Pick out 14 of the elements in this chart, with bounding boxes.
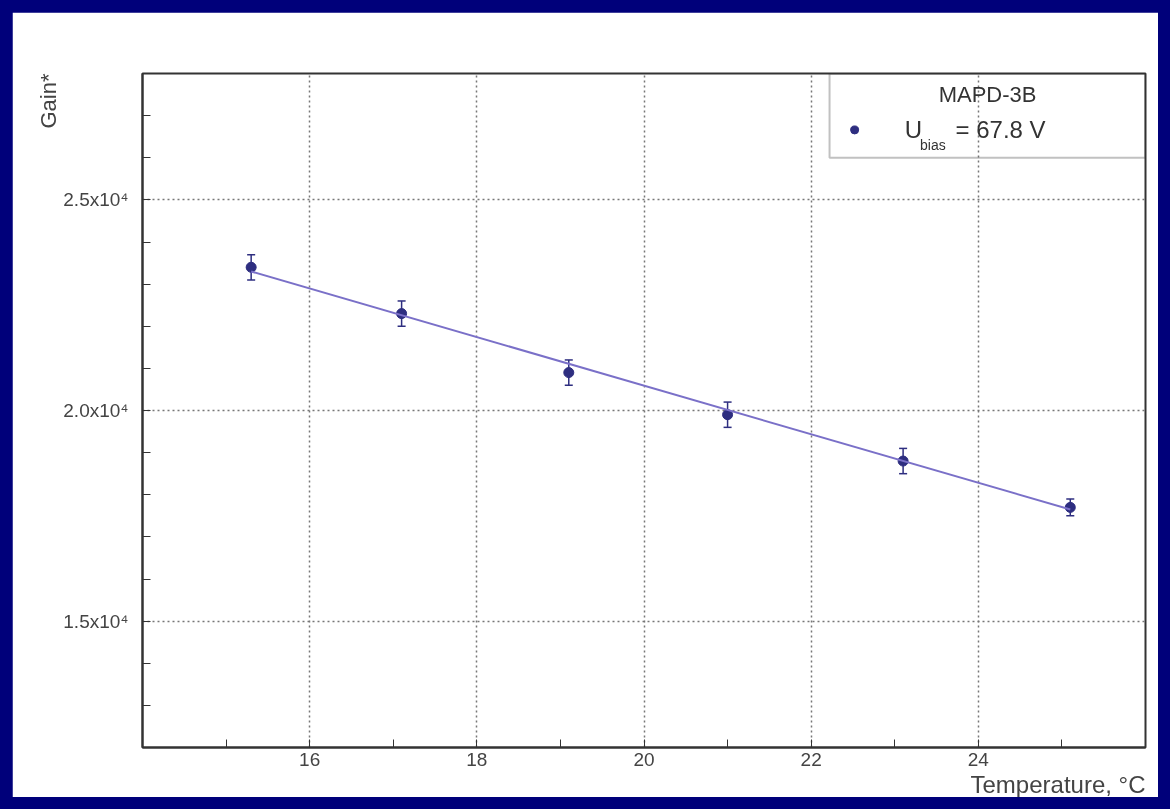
- point: [245, 261, 257, 273]
- x-tick-label: 16: [299, 748, 321, 770]
- y-tick-label: 1.5x10⁴: [63, 610, 129, 632]
- x-axis-title: Temperature, °C: [970, 770, 1146, 798]
- y-axis-title: Gain*: [35, 73, 61, 129]
- y-tick-label: 2.5x10⁴: [63, 189, 129, 211]
- x-tick-label: 18: [466, 748, 488, 770]
- y-tick-label: 2.0x10⁴: [63, 400, 129, 421]
- x-tick-label: 22: [800, 748, 822, 770]
- point: [722, 409, 734, 421]
- x-tick-label: 20: [633, 748, 655, 770]
- legend-title: MAPD-3B: [938, 81, 1037, 107]
- x-tick-label: 24: [967, 748, 990, 770]
- point: [563, 367, 575, 379]
